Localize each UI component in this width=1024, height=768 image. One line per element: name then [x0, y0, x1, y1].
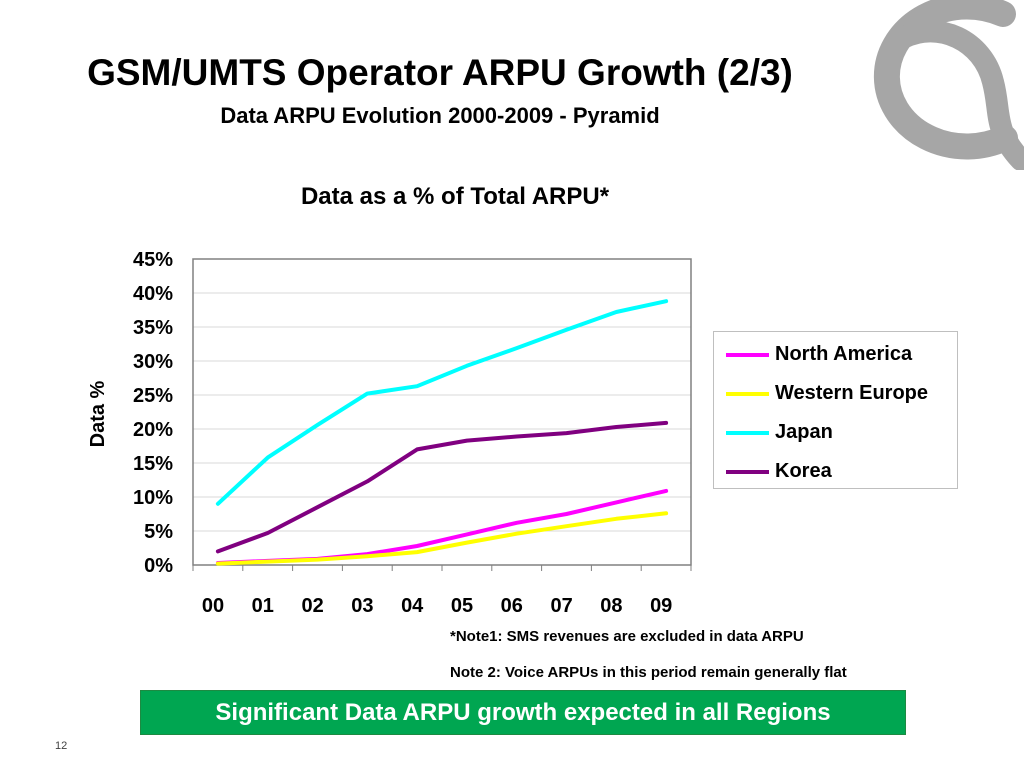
slide-subtitle: Data ARPU Evolution 2000-2009 - Pyramid	[220, 103, 660, 128]
y-tick-label: 10%	[133, 487, 173, 509]
footnote-2: Note 2: Voice ARPUs in this period remai…	[450, 664, 847, 681]
legend-swatch	[726, 470, 769, 474]
y-tick-label: 20%	[133, 419, 173, 441]
y-axis-tick-labels: 0% 5% 10% 15% 20% 25% 30% 35% 40% 45%	[133, 249, 173, 577]
x-tick-label: 08	[600, 595, 622, 617]
legend-item: Korea	[714, 457, 964, 487]
chart-title: Data as a % of Total ARPU*	[300, 183, 610, 210]
x-tick-label: 06	[501, 595, 523, 617]
legend-swatch	[726, 353, 769, 357]
y-tick-label: 30%	[133, 351, 173, 373]
x-tick-label: 09	[650, 595, 672, 617]
legend-item: Western Europe	[714, 379, 964, 409]
globe-logo-icon	[873, 0, 1024, 170]
legend-label: Korea	[775, 460, 832, 482]
series-lines	[215, 299, 669, 566]
chart-legend: North America Western Europe Japan Korea	[713, 331, 958, 489]
x-tick-label: 00	[202, 595, 224, 617]
y-tick-label: 45%	[133, 249, 173, 271]
x-axis-ticks	[192, 565, 692, 571]
series-line	[215, 420, 669, 554]
x-tick-label: 04	[401, 595, 424, 617]
y-tick-label: 15%	[133, 453, 173, 475]
legend-item: Japan	[714, 418, 964, 448]
legend-item: North America	[714, 340, 964, 370]
key-message-banner: Significant Data ARPU growth expected in…	[140, 690, 906, 735]
x-tick-label: 03	[351, 595, 373, 617]
y-tick-label: 40%	[133, 283, 173, 305]
x-tick-label: 01	[252, 595, 274, 617]
x-axis-tick-labels: 00 01 02 03 04 05 06 07 08 09	[202, 595, 672, 617]
legend-label: Japan	[775, 421, 833, 443]
y-tick-label: 5%	[144, 521, 173, 543]
x-tick-label: 07	[550, 595, 572, 617]
y-tick-label: 35%	[133, 317, 173, 339]
series-line	[215, 511, 669, 566]
legend-label: Western Europe	[775, 382, 928, 404]
series-line	[215, 488, 669, 565]
y-axis-label: Data %	[87, 380, 109, 447]
legend-swatch	[726, 431, 769, 435]
legend-swatch	[726, 392, 769, 396]
legend-label: North America	[775, 343, 913, 365]
series-line	[215, 299, 669, 506]
x-tick-label: 05	[451, 595, 473, 617]
chart-gridlines	[193, 292, 691, 532]
footnote-1: *Note1: SMS revenues are excluded in dat…	[450, 628, 804, 645]
slide-title: GSM/UMTS Operator ARPU Growth (2/3)	[87, 52, 793, 93]
page-number: 12	[55, 740, 68, 752]
y-tick-label: 0%	[144, 555, 173, 577]
y-tick-label: 25%	[133, 385, 173, 407]
x-tick-label: 02	[301, 595, 323, 617]
